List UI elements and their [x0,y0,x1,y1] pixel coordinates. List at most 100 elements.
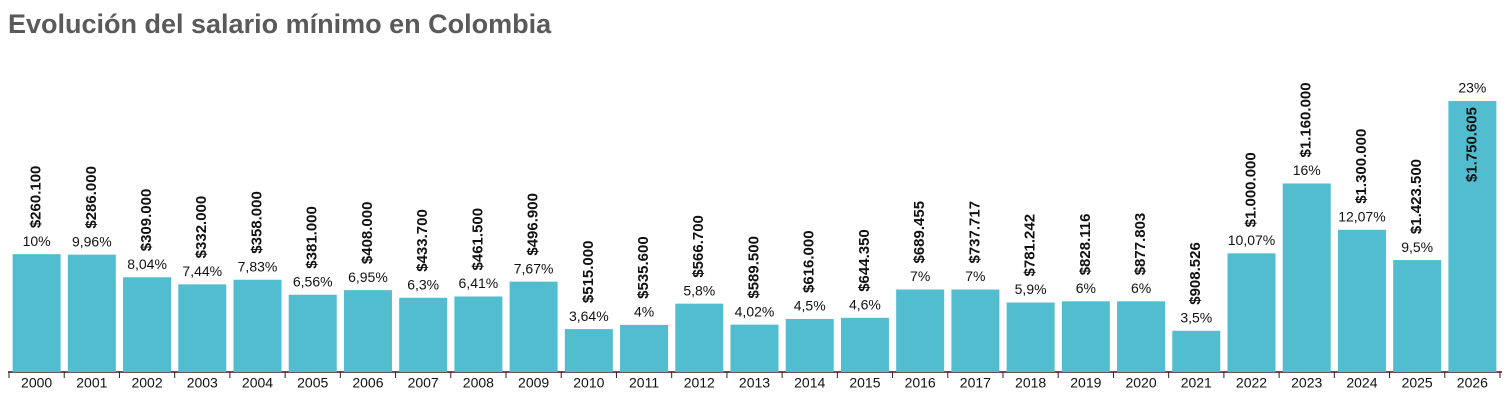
bar [233,279,282,372]
salary-label: $496.900 [525,193,542,256]
value-label: 9,5% [1401,239,1433,255]
bar [67,254,116,372]
salary-label: $689.455 [911,201,928,264]
value-label: 12,07% [1338,208,1385,224]
value-label: 6,95% [348,269,388,285]
value-label: 7,67% [514,260,554,276]
x-tick-label: 2022 [1236,375,1267,391]
bar [1448,101,1497,372]
salary-label: $461.500 [469,208,486,271]
bar [675,303,724,372]
value-label: 6,56% [293,273,333,289]
value-label: 7,44% [182,263,222,279]
salary-label: $332.000 [193,196,210,259]
bar [1227,253,1276,372]
salary-label: $616.000 [801,230,818,293]
bar [951,289,1000,372]
salary-label: $535.600 [635,236,652,299]
x-tick-label: 2015 [849,375,880,391]
value-label: 4% [634,304,654,320]
salary-label: $260.100 [28,166,45,229]
bar [288,294,337,372]
salary-label: $644.350 [856,229,873,292]
value-label: 4,02% [735,303,775,319]
x-tick-label: 2021 [1181,375,1212,391]
salary-label: $1.423.500 [1408,159,1425,234]
bar [840,317,889,372]
salary-label: $309.000 [138,189,155,252]
value-label: 6% [1131,280,1151,296]
x-tick-label: 2017 [960,375,991,391]
x-tick-label: 2007 [408,375,439,391]
value-label: 3,64% [569,308,609,324]
x-tick-label: 2024 [1346,375,1377,391]
value-label: 6,41% [459,275,499,291]
x-tick-label: 2008 [463,375,494,391]
x-tick-label: 2003 [187,375,218,391]
bar [564,329,613,372]
bar [1337,229,1386,372]
salary-label: $589.500 [745,236,762,299]
x-tick-label: 2011 [629,375,659,391]
x-tick-label: 2026 [1457,375,1488,391]
salary-label: $433.700 [414,209,431,272]
bar [1117,301,1166,372]
salary-label: $358.000 [248,191,265,254]
bar [509,281,558,372]
bar [343,290,392,372]
value-label: 6% [1076,280,1096,296]
x-tick-label: 2006 [352,375,383,391]
value-label: 8,04% [127,256,167,272]
bar [1061,301,1110,372]
salary-label: $1.160.000 [1298,82,1315,157]
value-label: 5,9% [1015,281,1047,297]
x-tick-label: 2009 [518,375,549,391]
value-label: 7% [910,268,930,284]
salary-label: $1.000.000 [1242,152,1259,227]
value-label: 23% [1458,80,1486,96]
value-label: 5,8% [683,282,715,298]
bar [1282,183,1331,372]
bar [178,284,227,372]
x-tick-label: 2012 [684,375,715,391]
salary-label: $408.000 [359,202,376,265]
x-tick-label: 2002 [131,375,162,391]
x-tick-label: 2010 [573,375,604,391]
salary-label: $566.700 [690,215,707,278]
value-label: 3,5% [1180,309,1212,325]
value-label: 10,07% [1228,232,1275,248]
value-label: 10% [23,233,51,249]
value-label: 16% [1293,162,1321,178]
x-tick-label: 2014 [794,375,825,391]
salary-label: $828.116 [1077,214,1094,276]
x-tick-label: 2004 [242,375,273,391]
bar [620,324,669,372]
bar [123,277,172,372]
chart-title: Evolución del salario mínimo en Colombia [8,9,552,39]
x-tick-label: 2023 [1291,375,1322,391]
bar [454,296,503,372]
x-tick-label: 2005 [297,375,328,391]
bar [1393,260,1442,372]
x-tick-label: 2000 [21,375,52,391]
value-label: 6,3% [407,276,439,292]
value-label: 7% [965,268,985,284]
bar [785,318,834,372]
bar [730,324,779,372]
value-label: 9,96% [72,233,112,249]
x-tick-label: 2001 [76,375,107,391]
salary-label: $515.000 [580,241,597,304]
x-tick-label: 2013 [739,375,770,391]
value-label: 4,6% [849,297,881,313]
salary-label: $908.526 [1187,242,1204,305]
salary-label: $1.750.605 [1463,107,1480,182]
bar [1006,302,1055,372]
bar [1172,330,1221,372]
salary-label: $286.000 [83,166,100,229]
salary-label: $781.242 [1022,214,1039,277]
x-tick-label: 2025 [1402,375,1433,391]
salary-label: $877.803 [1132,213,1149,276]
salary-label: $737.717 [966,201,983,264]
bar [399,297,448,372]
